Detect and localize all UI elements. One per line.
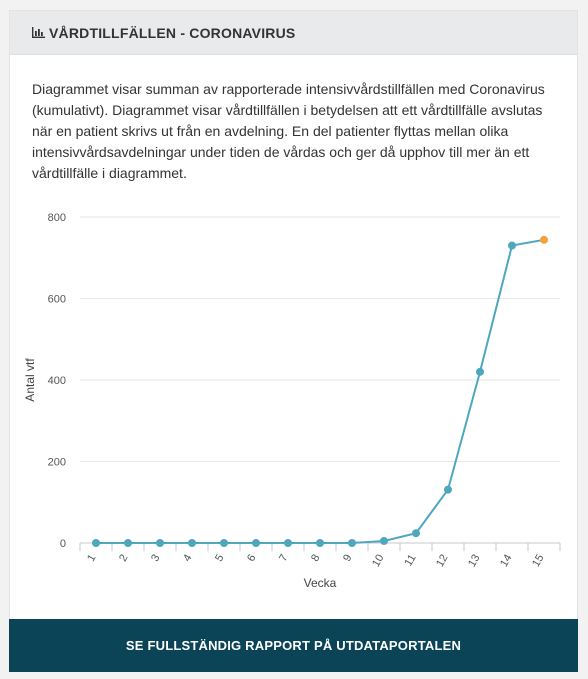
- full-report-button[interactable]: SE FULLSTÄNDIG RAPPORT PÅ UTDATAPORTALEN: [9, 619, 578, 672]
- x-tick-label: 3: [149, 553, 162, 564]
- y-axis-title: Antal vtf: [23, 358, 37, 402]
- data-point: [220, 539, 228, 547]
- data-point: [444, 485, 452, 494]
- y-tick-label: 400: [48, 375, 66, 387]
- x-tick-label: 11: [402, 553, 418, 569]
- data-point: [284, 539, 292, 547]
- chart-card: VÅRDTILLFÄLLEN - CORONAVIRUS Diagrammet …: [9, 10, 578, 672]
- data-point: [252, 539, 260, 547]
- x-tick-label: 13: [466, 553, 483, 570]
- data-point: [92, 539, 100, 547]
- card-header: VÅRDTILLFÄLLEN - CORONAVIRUS: [10, 11, 577, 55]
- y-tick-label: 0: [60, 538, 66, 550]
- chart-area: 0 200 400 600 800 1 2 3 4 5 6 7 8 9 10 11 12 13 14 15 Vecka A…: [10, 201, 579, 601]
- data-point: [188, 539, 196, 547]
- data-point: [476, 367, 484, 376]
- y-tick-label: 200: [48, 457, 66, 469]
- x-tick-label: 12: [434, 553, 451, 570]
- data-point: [124, 539, 132, 547]
- data-point: [348, 539, 356, 547]
- x-tick-label: 8: [309, 553, 322, 564]
- chart-description: Diagrammet visar summan av rapporterade …: [32, 81, 545, 181]
- x-tick-label: 1: [85, 553, 98, 564]
- data-point: [380, 536, 388, 545]
- x-tick-label: 5: [213, 553, 226, 564]
- data-point: [316, 539, 324, 547]
- bar-chart-icon: [32, 27, 45, 38]
- x-tick-label: 7: [277, 553, 290, 564]
- card-title: VÅRDTILLFÄLLEN - CORONAVIRUS: [49, 24, 296, 41]
- data-point: [508, 241, 516, 250]
- x-tick-label: 10: [370, 553, 387, 570]
- x-axis-title: Vecka: [304, 576, 337, 590]
- data-point: [412, 529, 420, 538]
- x-tick-label: 14: [498, 553, 515, 570]
- y-tick-label: 600: [48, 294, 66, 306]
- y-tick-label: 800: [48, 212, 66, 224]
- x-tick-label: 2: [117, 553, 130, 564]
- x-tick-label: 6: [245, 553, 258, 564]
- data-point: [540, 235, 548, 244]
- x-tick-label: 4: [181, 553, 194, 564]
- x-tick-label: 15: [530, 553, 547, 570]
- data-point: [156, 539, 164, 547]
- series-line: [96, 238, 545, 544]
- x-tick-label: 9: [341, 553, 354, 564]
